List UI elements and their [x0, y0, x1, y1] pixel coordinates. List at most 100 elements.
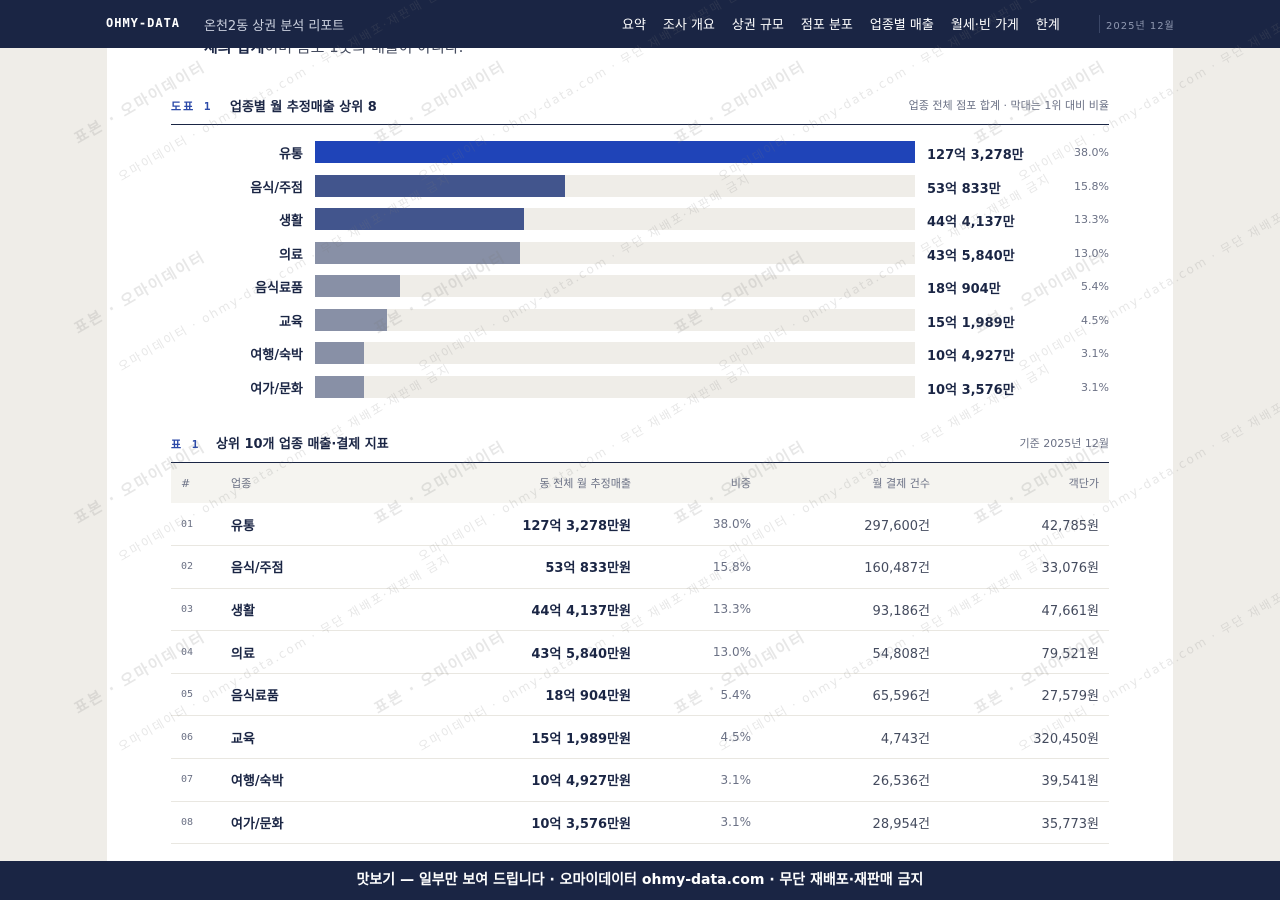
cell-count: 297,600건 — [864, 518, 930, 534]
cell-count: 28,954건 — [872, 816, 930, 832]
cell-avg: 79,521원 — [1041, 646, 1099, 662]
table-header: 표 1 상위 10개 업종 매출·결제 지표 기준 2025년 12월 — [171, 431, 1109, 463]
bar-track — [315, 208, 915, 230]
bar-track — [315, 241, 915, 264]
cell-share: 13.3% — [712, 602, 751, 617]
bar-value-label: 43억 5,840만 — [927, 248, 1015, 264]
cell-rank: 07 — [181, 774, 194, 786]
cell-avg: 42,785원 — [1041, 518, 1099, 534]
table-body: 01 유통 127억 3,278만원 38.0% 297,600건 42,785원 02 음식… — [171, 503, 1109, 844]
cell-count: 54,808건 — [872, 646, 930, 662]
figure-header: 도표 1 업종별 월 추정매출 상위 8 업종 전체 점포 합계 · 막대는 1… — [171, 95, 1109, 125]
cell-industry: 의료 — [231, 646, 255, 662]
cell-industry: 유통 — [231, 518, 255, 534]
bar-share-label: 15.8% — [1074, 179, 1109, 193]
cell-avg: 35,773원 — [1041, 816, 1099, 832]
col-rank: # — [181, 476, 191, 490]
cell-industry: 교육 — [231, 731, 255, 747]
bar-label: 의료 — [279, 247, 303, 263]
bar-share-label: 4.5% — [1081, 313, 1109, 327]
bar-row: 여행/숙박 10억 4,927만 3.1% — [107, 342, 1173, 364]
bar-track — [315, 375, 915, 398]
cell-count: 93,186건 — [872, 603, 930, 619]
col-share: 비중 — [730, 477, 751, 490]
figure-tag: 도표 1 — [171, 100, 213, 113]
top-nav-bar: OHMY-DATA 온천2동 상권 분석 리포트 요약 조사 개요 상권 규모 … — [0, 0, 1280, 48]
cell-sales: 43억 5,840만원 — [531, 646, 631, 662]
table-row: 06 교육 15억 1,989만원 4.5% 4,743건 320,450원 — [171, 716, 1109, 759]
cell-rank: 08 — [181, 816, 194, 828]
bar-value-label: 18억 904만 — [927, 282, 1001, 297]
bar-value-label: 15억 1,989만 — [927, 315, 1015, 331]
table-row: 02 음식/주점 53억 833만원 15.8% 160,487건 33,076원 — [171, 546, 1109, 589]
intro-text: 이며 음모 1곳의 매출이 아니다. — [264, 48, 463, 56]
bar — [315, 375, 364, 398]
cell-sales: 15억 1,989만원 — [531, 731, 631, 747]
cell-industry: 여가/문화 — [231, 816, 284, 832]
cell-industry: 음식/주점 — [231, 561, 284, 577]
table-row: 07 여행/숙박 10억 4,927만원 3.1% 26,536건 39,541원 — [171, 759, 1109, 802]
bar-track — [315, 308, 915, 331]
bar — [315, 241, 521, 264]
bar-label: 음식료품 — [255, 281, 303, 296]
sales-table: # 업종 동 전체 월 추정매출 비중 월 결제 건수 객단가 01 유통 127억… — [171, 463, 1109, 844]
bar-label: 유통 — [279, 147, 303, 162]
bar-value-label: 10억 3,576만 — [927, 382, 1015, 398]
bar — [315, 208, 525, 230]
cell-sales: 10억 3,576만원 — [531, 816, 631, 832]
col-sales: 동 전체 월 추정매출 — [539, 477, 631, 490]
bar-row: 여가/문화 10억 3,576만 3.1% — [107, 375, 1173, 398]
table-title: 상위 10개 업종 매출·결제 지표 — [216, 437, 389, 452]
bar-track — [315, 275, 915, 297]
table-head-row: # 업종 동 전체 월 추정매출 비중 월 결제 건수 객단가 — [171, 463, 1109, 503]
nav-link-rent[interactable]: 월세·빈 가게 — [950, 18, 1019, 33]
bar-value-label: 10억 4,927만 — [927, 349, 1015, 364]
table-row: 04 의료 43억 5,840만원 13.0% 54,808건 79,521원 — [171, 631, 1109, 674]
report-date: 2025년 12월 — [1106, 21, 1175, 32]
bar-label: 생활 — [279, 214, 303, 229]
table-row: 01 유통 127억 3,278만원 38.0% 297,600건 42,785원 — [171, 503, 1109, 546]
bar-value-label: 53억 833만 — [927, 181, 1001, 197]
cell-rank: 01 — [181, 518, 194, 530]
cell-rank: 04 — [181, 646, 194, 658]
cell-count: 26,536건 — [872, 774, 930, 790]
bar-label: 교육 — [279, 314, 303, 330]
nav-link-scale[interactable]: 상권 규모 — [731, 18, 784, 33]
cell-rank: 05 — [181, 689, 194, 701]
intro-paragraph: 세의 합계이며 음모 1곳의 매출이 아니다. — [204, 48, 463, 57]
cell-avg: 27,579원 — [1041, 689, 1099, 705]
cell-industry: 생활 — [231, 603, 255, 619]
nav-link-overview[interactable]: 조사 개요 — [662, 18, 715, 33]
table-note: 기준 2025년 12월 — [1019, 437, 1109, 450]
bar-row: 생활 44억 4,137만 13.3% — [107, 208, 1173, 230]
table-row: 08 여가/문화 10억 3,576만원 3.1% 28,954건 35,773원 — [171, 801, 1109, 844]
cell-count: 160,487건 — [864, 561, 930, 577]
cell-industry: 음식료품 — [231, 689, 279, 705]
cell-share: 15.8% — [712, 559, 751, 574]
cell-avg: 47,661원 — [1041, 603, 1099, 619]
bar — [315, 308, 387, 331]
nav-link-sales[interactable]: 업종별 매출 — [869, 18, 934, 33]
table-tag: 표 1 — [171, 438, 201, 451]
bar-row: 음식/주점 53억 833만 15.8% — [107, 174, 1173, 197]
bar-share-label: 5.4% — [1081, 280, 1109, 293]
nav-link-distribution[interactable]: 점포 분포 — [800, 18, 853, 33]
bar-row: 의료 43억 5,840만 13.0% — [107, 241, 1173, 264]
bar-label: 음식/주점 — [250, 180, 303, 196]
table-row: 03 생활 44억 4,137만원 13.3% 93,186건 47,661원 — [171, 588, 1109, 631]
bar-value-label: 127억 3,278만 — [927, 148, 1024, 163]
bar-share-label: 38.0% — [1074, 146, 1109, 159]
nav-link-summary[interactable]: 요약 — [622, 18, 646, 33]
bar-row: 음식료품 18억 904만 5.4% — [107, 275, 1173, 297]
cell-industry: 여행/숙박 — [231, 774, 284, 790]
cell-rank: 03 — [181, 603, 194, 615]
col-count: 월 결제 건수 — [872, 477, 930, 490]
table-row: 05 음식료품 18억 904만원 5.4% 65,596건 27,579원 — [171, 673, 1109, 716]
brand-logo[interactable]: OHMY-DATA — [106, 16, 181, 30]
cell-share: 5.4% — [720, 687, 752, 702]
bar — [315, 174, 566, 197]
cell-count: 65,596건 — [872, 689, 930, 705]
bar-share-label: 3.1% — [1081, 380, 1109, 394]
figure-note: 업종 전체 점포 합계 · 막대는 1위 대비 비율 — [908, 99, 1109, 112]
nav-link-limits[interactable]: 한계 — [1035, 18, 1060, 33]
